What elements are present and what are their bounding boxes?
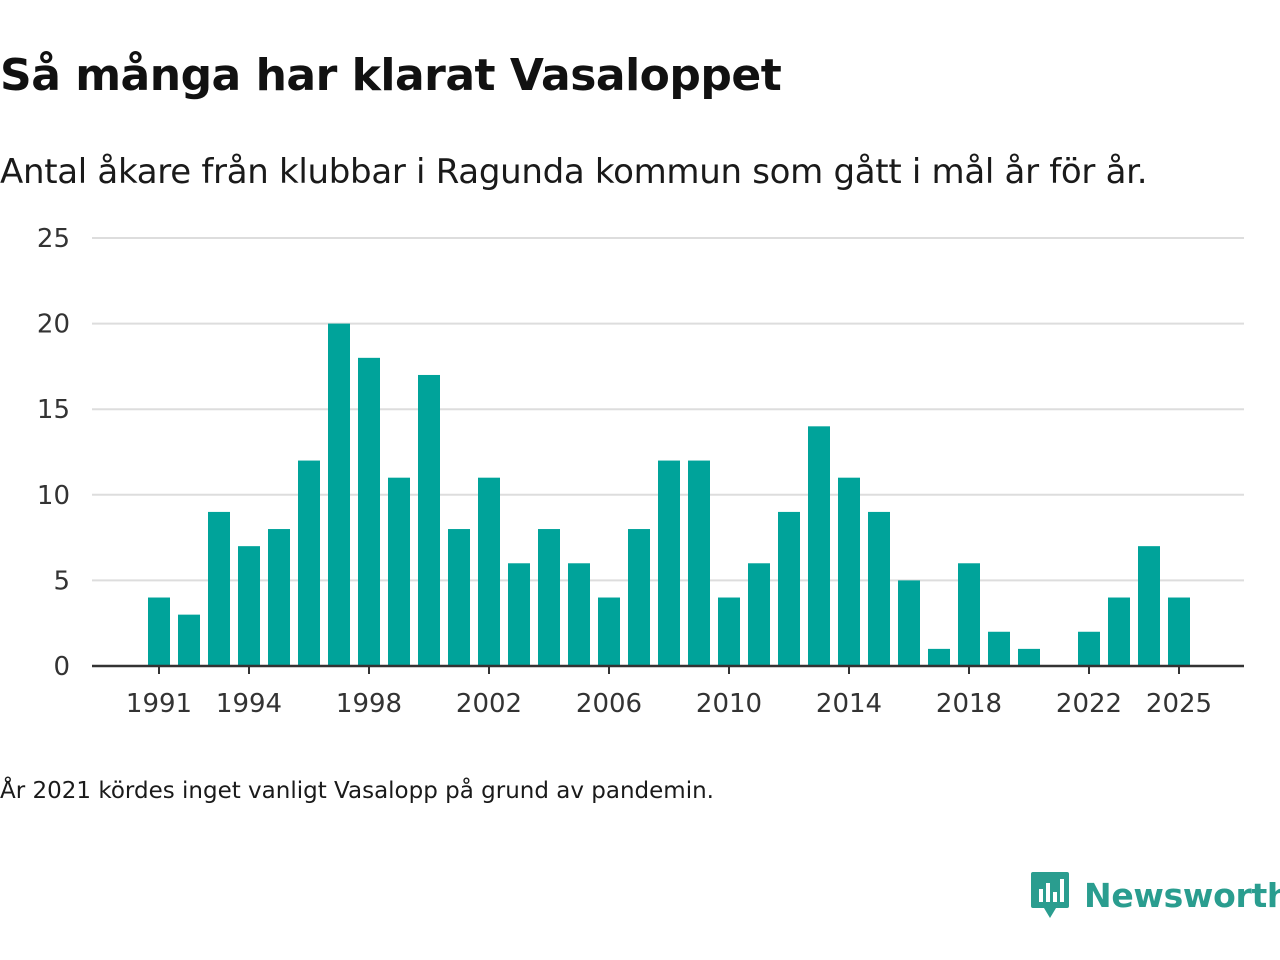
x-tick-label: 1998: [336, 689, 402, 719]
footnote: År 2021 kördes inget vanligt Vasalopp på…: [0, 778, 714, 804]
bar-2023: [1108, 597, 1130, 666]
bar-2012: [778, 511, 800, 666]
y-tick-label: 25: [37, 224, 70, 254]
y-tick-label: 15: [37, 395, 70, 425]
brand-name: Newsworthy: [1084, 875, 1280, 915]
x-tick-label: 2022: [1056, 689, 1122, 719]
bar-2000: [418, 374, 440, 666]
bar-2015: [868, 511, 890, 666]
bar-2004: [538, 529, 560, 666]
bar-2017: [928, 648, 950, 666]
bar-1996: [298, 460, 320, 666]
bar-2007: [628, 529, 650, 666]
bar-2024: [1138, 546, 1160, 666]
bar-2018: [958, 563, 980, 666]
bar-1997: [328, 323, 350, 666]
bar-2013: [808, 426, 830, 666]
bar-2001: [448, 529, 470, 666]
bar-1991: [148, 597, 170, 666]
bar-2005: [568, 563, 590, 666]
newsworthy-logo-icon: [1031, 872, 1069, 918]
bar-1993: [208, 511, 230, 666]
x-tick-label: 2010: [696, 689, 762, 719]
bar-2025: [1168, 597, 1190, 666]
chart-title: Så många har klarat Vasaloppet: [0, 50, 782, 101]
x-tick-label: 2002: [456, 689, 522, 719]
y-tick-label: 0: [53, 652, 70, 682]
bar-2011: [748, 563, 770, 666]
y-tick-label: 20: [37, 310, 70, 340]
bar-2008: [658, 460, 680, 666]
bar-2010: [718, 597, 740, 666]
bar-1994: [238, 546, 260, 666]
bar-1992: [178, 614, 200, 666]
bar-2014: [838, 477, 860, 666]
bar-2002: [478, 477, 500, 666]
x-tick-label: 1994: [216, 689, 282, 719]
bar-2019: [988, 631, 1010, 666]
x-tick-label: 2025: [1146, 689, 1212, 719]
brand-logo[interactable]: Newsworthy: [1030, 870, 1280, 920]
bar-1998: [358, 357, 380, 666]
bar-2016: [898, 580, 920, 666]
chart-subtitle: Antal åkare från klubbar i Ragunda kommu…: [0, 152, 1148, 192]
x-tick-label: 2018: [936, 689, 1002, 719]
bar-2009: [688, 460, 710, 666]
x-tick-label: 2006: [576, 689, 642, 719]
bars: [148, 323, 1190, 666]
bar-2003: [508, 563, 530, 666]
bar-2020: [1018, 648, 1040, 666]
x-tick-label: 2014: [816, 689, 882, 719]
bar-2006: [598, 597, 620, 666]
bar-1995: [268, 529, 290, 666]
bar-1999: [388, 477, 410, 666]
y-tick-label: 5: [53, 566, 70, 596]
y-tick-label: 10: [37, 481, 70, 511]
bar-2022: [1078, 631, 1100, 666]
x-tick-label: 1991: [126, 689, 192, 719]
